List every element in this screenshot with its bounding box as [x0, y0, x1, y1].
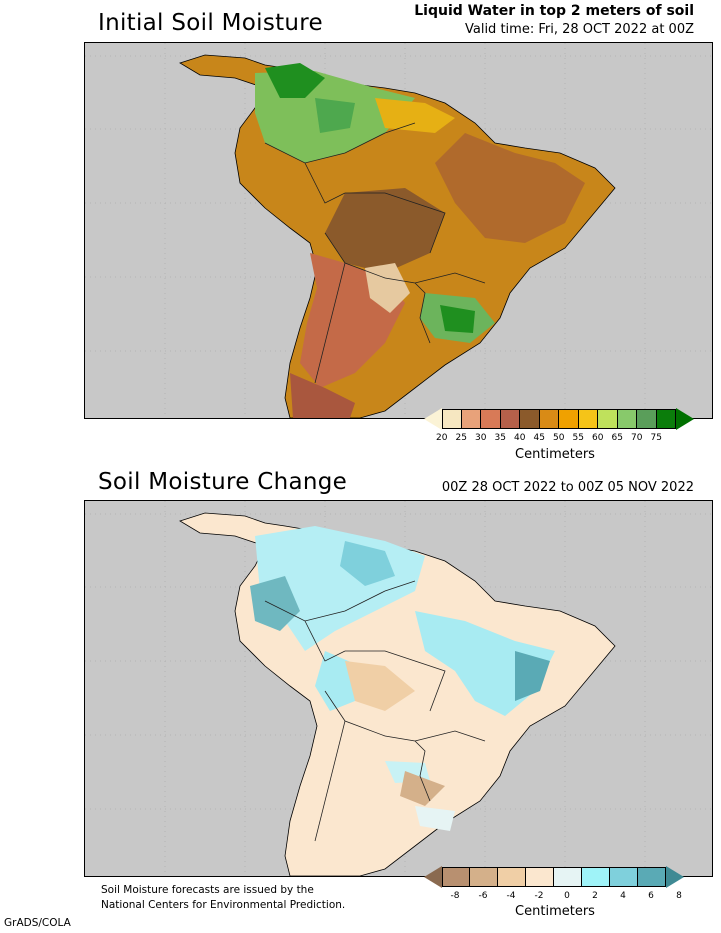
- panel2-colorbar-tick-label: 6: [648, 891, 654, 901]
- panel2-colorbar-swatch: [554, 867, 582, 887]
- country-borders: [264, 580, 486, 842]
- panel1-colorbar-tick-label: 65: [611, 433, 623, 443]
- panel1-colorbar-tick-label: 25: [455, 433, 467, 443]
- panel1-colorbar-swatch: [481, 409, 501, 429]
- panel2-colorbar-tick-label: -8: [450, 891, 460, 901]
- panel2-colorbar: [424, 866, 684, 888]
- panel1-colorbar-tick-label: 50: [553, 433, 565, 443]
- panel1-colorbar-swatch: [617, 409, 637, 429]
- panel2-colorbar-swatch: [582, 867, 610, 887]
- panel2-colorbar-tick-label: 4: [620, 891, 626, 901]
- panel1-colorbar-tick-label: 35: [494, 433, 506, 443]
- footer-note: Soil Moisture forecasts are issued by th…: [101, 883, 345, 913]
- panel2-colorbar-tick-label: 0: [564, 891, 570, 901]
- panel1-colorbar-swatch: [559, 409, 579, 429]
- panel1-colorbar-swatch: [442, 409, 462, 429]
- panel2-colorbar-tick-label: -6: [478, 891, 488, 901]
- panel1-colorbar-tick-label: 40: [514, 433, 526, 443]
- soil-moisture-map: [84, 42, 713, 419]
- panel2-colorbar-swatch: [442, 867, 470, 887]
- panel1-subtitle-1: Liquid Water in top 2 meters of soil: [414, 3, 694, 19]
- colorbar-high-arrow: [676, 408, 694, 430]
- panel1-colorbar-ticks: 20 25 30 35 40 45 50 55 60 65 70 75: [432, 433, 666, 443]
- panel1-colorbar-tick-label: 45: [533, 433, 545, 443]
- soil-moisture-change-map: [84, 500, 713, 877]
- panel2-colorbar-tick-label: -2: [534, 891, 544, 901]
- panel1-title: Initial Soil Moisture: [98, 10, 324, 36]
- panel1-colorbar-swatch: [500, 409, 520, 429]
- panel1-colorbar-swatch: [578, 409, 598, 429]
- panel2-colorbar-swatch: [470, 867, 498, 887]
- colorbar-low-arrow: [424, 866, 442, 888]
- credit-label: GrADS/COLA: [4, 917, 71, 929]
- panel2-title: Soil Moisture Change: [98, 469, 348, 495]
- colorbar-high-arrow: [666, 866, 684, 888]
- country-borders: [264, 122, 486, 384]
- change-zones: [250, 526, 555, 831]
- panel1-colorbar-swatch: [520, 409, 540, 429]
- panel2-colorbar-swatch: [498, 867, 526, 887]
- panel1-colorbar-tick-label: 30: [475, 433, 487, 443]
- panel1-colorbar-tick-label: 60: [592, 433, 604, 443]
- panel1-colorbar-swatch: [539, 409, 559, 429]
- panel1-colorbar-tick-label: 20: [436, 433, 448, 443]
- panel1-colorbar-unit: Centimeters: [515, 447, 595, 462]
- panel2-colorbar-tick-label: 8: [676, 891, 682, 901]
- panel1-subtitle-2: Valid time: Fri, 28 OCT 2022 at 00Z: [464, 22, 694, 37]
- panel2-colorbar-swatch: [638, 867, 666, 887]
- panel2-colorbar-swatch: [526, 867, 554, 887]
- panel2-subtitle: 00Z 28 OCT 2022 to 00Z 05 NOV 2022: [441, 480, 694, 495]
- colorbar-low-arrow: [424, 408, 442, 430]
- panel1-colorbar-tick-label: 75: [650, 433, 662, 443]
- panel2-colorbar-tick-label: 2: [592, 891, 598, 901]
- panel1-colorbar-swatch: [637, 409, 657, 429]
- panel2-colorbar-ticks: -8 -6 -4 -2 0 2 4 6 8: [441, 891, 693, 901]
- panel1-colorbar: [424, 408, 694, 430]
- moisture-zones: [255, 63, 585, 418]
- panel1-colorbar-swatch: [461, 409, 481, 429]
- panel2-colorbar-tick-label: -4: [506, 891, 516, 901]
- panel1-colorbar-swatch: [598, 409, 618, 429]
- panel1-colorbar-tick-label: 55: [572, 433, 584, 443]
- panel1-colorbar-swatch: [656, 409, 676, 429]
- footer-note-line1: Soil Moisture forecasts are issued by th…: [101, 884, 314, 896]
- panel2-colorbar-unit: Centimeters: [515, 904, 595, 919]
- panel1-colorbar-tick-label: 70: [631, 433, 643, 443]
- panel2-colorbar-swatch: [610, 867, 638, 887]
- footer-note-line2: National Centers for Environmental Predi…: [101, 899, 346, 911]
